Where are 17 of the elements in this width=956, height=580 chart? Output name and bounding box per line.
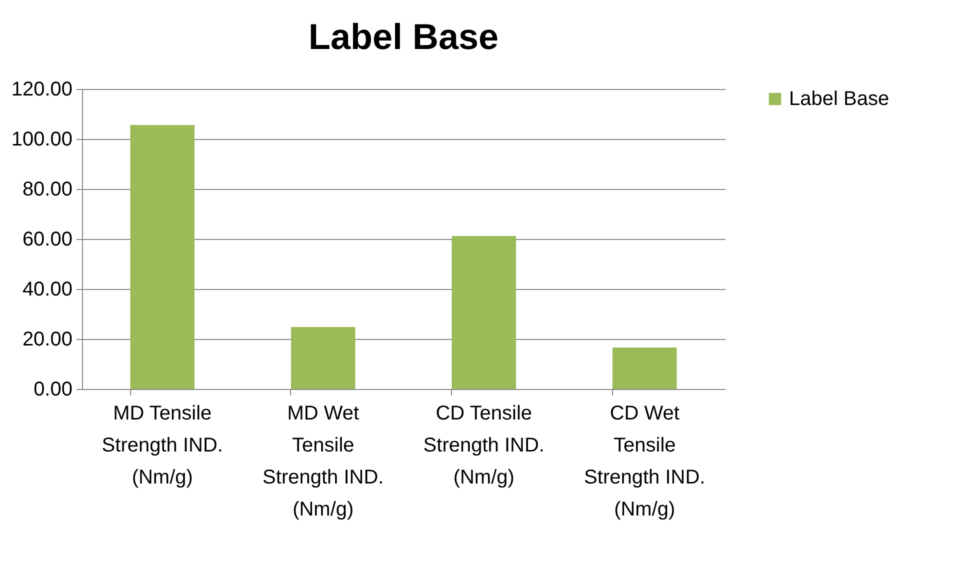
y-tick-label: 60.00 — [22, 228, 72, 250]
y-tick-label: 120.00 — [11, 78, 72, 100]
legend-label: Label Base — [789, 88, 890, 110]
y-tick-label: 100.00 — [11, 128, 72, 150]
bar — [452, 236, 516, 389]
y-tick-label: 80.00 — [22, 178, 72, 200]
bar — [290, 327, 356, 389]
y-tick-label: 40.00 — [22, 278, 72, 300]
x-tick-label: MD Tensile Strength IND. (Nm/g) — [102, 402, 223, 488]
x-tick-label: CD Tensile Strength IND. (Nm/g) — [423, 402, 544, 488]
x-tick-label: MD Wet Tensile Strength IND. (Nm/g) — [262, 402, 384, 520]
y-tick-label: 20.00 — [22, 328, 72, 350]
y-tick-label: 0.00 — [34, 378, 72, 400]
x-tick-label: CD Wet Tensile Strength IND. (Nm/g) — [584, 402, 706, 520]
bar — [612, 348, 677, 389]
bar — [130, 125, 195, 389]
chart-title: Label Base — [308, 16, 499, 57]
